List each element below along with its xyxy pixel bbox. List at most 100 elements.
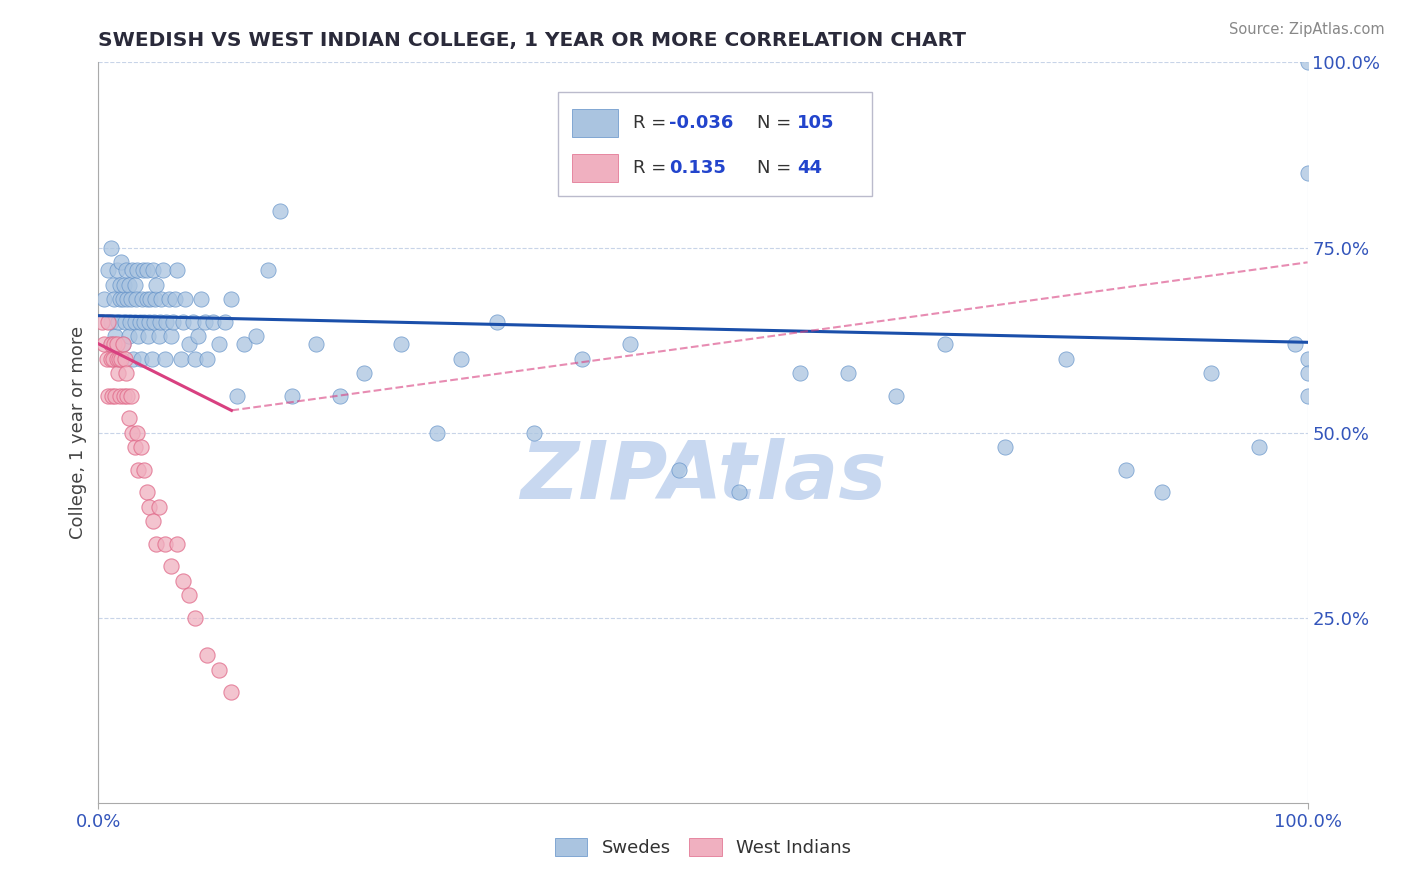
Point <box>97 388 120 402</box>
Point <box>125 293 148 307</box>
Point <box>91 314 114 328</box>
Point <box>127 425 149 440</box>
Point <box>108 277 131 292</box>
Point <box>837 367 859 381</box>
Point <box>105 351 128 366</box>
Point <box>100 336 122 351</box>
Point <box>184 610 207 624</box>
Point <box>486 314 509 328</box>
Point <box>100 388 122 402</box>
Point <box>163 293 186 307</box>
Point <box>1249 441 1271 455</box>
Point <box>169 351 191 366</box>
Point <box>101 277 124 292</box>
Point <box>1296 367 1319 381</box>
Point <box>172 574 194 588</box>
Point <box>111 336 134 351</box>
Point <box>142 515 165 529</box>
Text: ZIPAtlas: ZIPAtlas <box>520 438 886 516</box>
Point <box>127 262 149 277</box>
Point <box>122 351 145 366</box>
Point <box>194 314 217 328</box>
Point <box>97 262 120 277</box>
Point <box>150 293 173 307</box>
Point <box>135 484 157 499</box>
Point <box>129 441 152 455</box>
Point <box>124 314 146 328</box>
Point <box>181 314 204 328</box>
Text: Source: ZipAtlas.com: Source: ZipAtlas.com <box>1229 22 1385 37</box>
Point <box>149 314 172 328</box>
Text: N =: N = <box>758 159 797 177</box>
Point <box>100 240 122 255</box>
Point <box>148 329 170 343</box>
Point <box>131 293 153 307</box>
FancyBboxPatch shape <box>572 153 619 182</box>
Point <box>115 367 138 381</box>
Point <box>103 336 125 351</box>
Point <box>1199 367 1222 381</box>
Point <box>127 462 149 476</box>
Point <box>100 314 122 328</box>
Point <box>124 441 146 455</box>
Point <box>450 351 472 366</box>
Point <box>1054 351 1077 366</box>
Point <box>104 329 127 343</box>
Point <box>145 536 167 550</box>
Point <box>1296 388 1319 402</box>
Point <box>139 293 162 307</box>
Point <box>195 648 218 662</box>
Point <box>142 262 165 277</box>
Point <box>208 663 231 677</box>
Point <box>172 314 194 328</box>
Point <box>619 336 641 351</box>
Point <box>789 367 811 381</box>
Text: 0.135: 0.135 <box>669 159 725 177</box>
Point <box>108 351 131 366</box>
Point <box>105 336 128 351</box>
Point <box>1284 336 1306 351</box>
Point <box>138 314 160 328</box>
Point <box>389 336 412 351</box>
Point <box>104 388 127 402</box>
Point <box>143 293 166 307</box>
Point <box>121 262 143 277</box>
Point <box>128 314 150 328</box>
Point <box>143 314 166 328</box>
Point <box>110 351 132 366</box>
Point <box>1115 462 1137 476</box>
Point <box>221 293 243 307</box>
Point <box>118 410 141 425</box>
Point <box>160 558 183 573</box>
Point <box>232 336 254 351</box>
Point <box>174 293 197 307</box>
Point <box>208 336 231 351</box>
Point <box>214 314 236 328</box>
Text: R =: R = <box>633 159 672 177</box>
Point <box>145 277 167 292</box>
Point <box>124 277 146 292</box>
Text: 44: 44 <box>797 159 823 177</box>
Point <box>118 277 141 292</box>
Point <box>136 329 159 343</box>
Point <box>107 314 129 328</box>
Point <box>134 462 156 476</box>
Point <box>187 329 209 343</box>
Point <box>135 293 157 307</box>
Point <box>117 293 139 307</box>
Point <box>120 388 142 402</box>
Point <box>426 425 449 440</box>
Point <box>153 536 176 550</box>
Point <box>152 262 174 277</box>
Point <box>329 388 352 402</box>
FancyBboxPatch shape <box>558 92 872 195</box>
Point <box>155 314 177 328</box>
Point <box>190 293 212 307</box>
Point <box>934 336 956 351</box>
Point <box>105 262 128 277</box>
Point <box>108 293 131 307</box>
Point <box>135 262 157 277</box>
Point <box>256 262 278 277</box>
Text: -0.036: -0.036 <box>669 114 734 132</box>
Point <box>118 314 141 328</box>
